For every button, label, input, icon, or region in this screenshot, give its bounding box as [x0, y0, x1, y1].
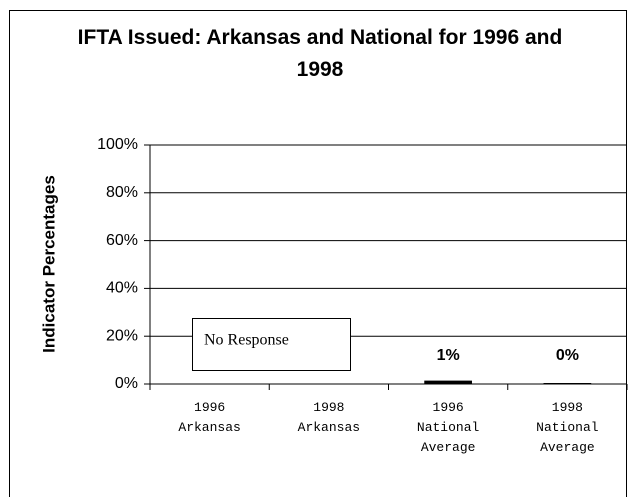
chart-title: IFTA Issued: Arkansas and National for 1… [77, 26, 563, 81]
y-tick-label: 40% [106, 280, 138, 297]
y-tick-label: 80% [106, 184, 138, 201]
annotation: No Response [204, 332, 289, 349]
annotation-box [192, 318, 351, 371]
x-tick-label: 1998 Arkansas [297, 400, 361, 435]
y-tick-label: 20% [106, 327, 138, 344]
y-axis-label: Indicator Percentages [39, 175, 58, 353]
y-tick-label: 60% [106, 232, 138, 249]
bar [424, 380, 472, 384]
y-tick-label: 0% [115, 375, 138, 392]
x-tick-label: 1996 National Average [416, 400, 480, 455]
bar [543, 383, 592, 384]
x-tick-label: 1998 National Average [536, 400, 599, 455]
x-tick-label: 1996 Arkansas [178, 400, 241, 435]
value-label: 0% [556, 347, 579, 364]
value-label: 1% [437, 347, 460, 364]
y-tick-label: 100% [97, 136, 138, 153]
